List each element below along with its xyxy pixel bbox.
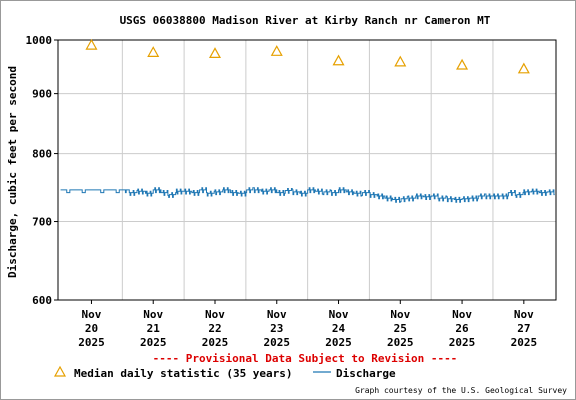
x-tick-label: Nov xyxy=(514,308,534,321)
median-triangle-point xyxy=(147,46,160,57)
grid-lines xyxy=(58,39,556,301)
x-tick-label: 2025 xyxy=(325,336,352,349)
x-tick-label: Nov xyxy=(329,308,349,321)
x-tick-label: 2025 xyxy=(449,336,476,349)
y-tick-label: 600 xyxy=(32,294,52,307)
x-tick-label: 22 xyxy=(208,322,221,335)
median-triangle-point xyxy=(332,54,345,66)
x-tick-label: Nov xyxy=(205,308,225,321)
discharge-series xyxy=(60,187,555,203)
x-tick-label: Nov xyxy=(82,308,102,321)
median-triangle-point xyxy=(208,47,222,59)
plot-area xyxy=(57,39,557,301)
x-tick-label: 2025 xyxy=(511,336,538,349)
x-tick-label: 26 xyxy=(455,322,469,335)
median-triangle-point xyxy=(517,62,530,74)
median-triangle-point xyxy=(394,55,407,67)
x-tick-label: 25 xyxy=(394,322,407,335)
x-tick-label: 20 xyxy=(85,322,98,335)
x-tick-label: 2025 xyxy=(140,336,167,349)
y-tick-label: 800 xyxy=(32,148,52,161)
y-axis-ticks: 1000 900 800 700 600 xyxy=(26,34,58,307)
x-tick-label: 21 xyxy=(147,322,161,335)
median-triangle-point xyxy=(270,45,283,56)
legend-discharge-label: Discharge xyxy=(336,367,396,380)
y-tick-label: 1000 xyxy=(26,34,53,47)
credit-text: Graph courtesy of the U.S. Geological Su… xyxy=(355,386,567,395)
x-axis-ticks: Nov202025Nov212025Nov222025Nov232025Nov2… xyxy=(78,300,537,349)
discharge-line xyxy=(60,187,555,203)
median-triangle-point xyxy=(456,58,469,70)
legend: Median daily statistic (35 years) Discha… xyxy=(53,365,396,380)
x-tick-label: Nov xyxy=(452,308,472,321)
x-tick-label: 2025 xyxy=(202,336,229,349)
chart-title: USGS 06038800 Madison River at Kirby Ran… xyxy=(120,14,491,27)
x-tick-label: 2025 xyxy=(264,336,291,349)
x-tick-label: Nov xyxy=(143,308,163,321)
median-triangle-point xyxy=(85,38,98,50)
legend-median-triangle-icon xyxy=(53,365,67,377)
x-tick-label: 2025 xyxy=(387,336,414,349)
y-tick-label: 700 xyxy=(32,216,52,229)
x-tick-label: 23 xyxy=(270,322,283,335)
x-tick-label: 24 xyxy=(332,322,346,335)
median-series xyxy=(85,38,530,74)
x-tick-label: Nov xyxy=(267,308,287,321)
provisional-note: ---- Provisional Data Subject to Revisio… xyxy=(153,352,458,365)
y-tick-label: 900 xyxy=(32,88,52,101)
x-tick-label: Nov xyxy=(390,308,410,321)
y-axis-label: Discharge, cubic feet per second xyxy=(6,66,19,278)
x-tick-label: 2025 xyxy=(78,336,105,349)
legend-median-label: Median daily statistic (35 years) xyxy=(74,367,293,380)
x-tick-label: 27 xyxy=(517,322,530,335)
